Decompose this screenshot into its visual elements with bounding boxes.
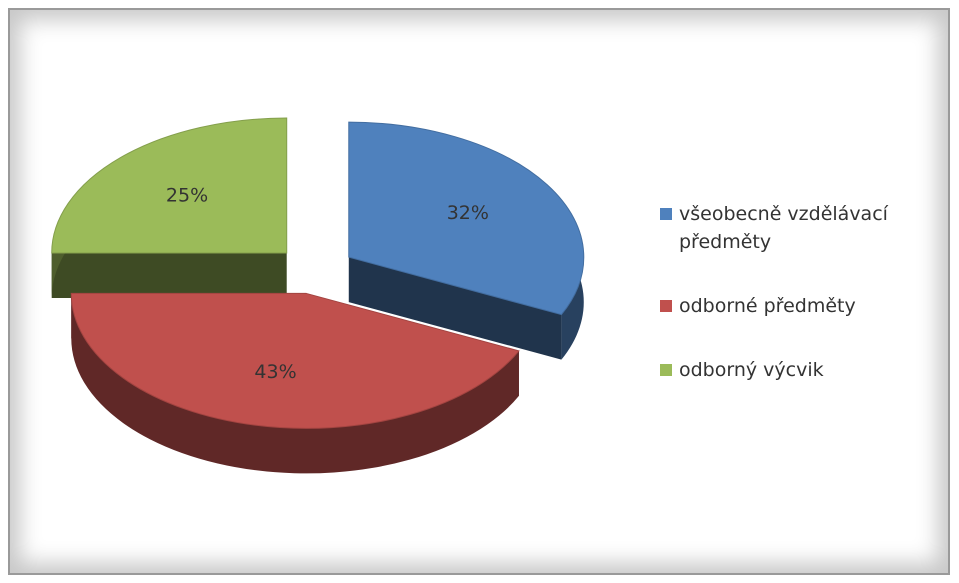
legend-label: odborné předměty — [679, 295, 856, 317]
legend-swatch — [660, 208, 672, 220]
legend-swatch — [660, 300, 672, 312]
pie-slice — [348, 121, 585, 316]
pie-slice — [51, 117, 288, 254]
legend-swatch — [660, 364, 672, 376]
legend-item: odborné předměty — [660, 292, 930, 320]
slice-cut-face — [348, 257, 562, 360]
legend-item: odborný výcvik — [660, 356, 930, 384]
legend-item: všeobecně vzdělávací předměty — [660, 200, 930, 256]
data-label: 32% — [447, 202, 489, 224]
legend-label: odborný výcvik — [679, 359, 824, 381]
legend: všeobecně vzdělávací předměty odborné pře… — [660, 200, 930, 420]
data-label: 25% — [166, 184, 208, 206]
data-label: 43% — [254, 361, 296, 383]
slice-cut-face — [51, 253, 287, 299]
slice-side — [71, 293, 519, 474]
pie-slice — [70, 292, 520, 429]
legend-label: všeobecně vzdělávací předměty — [679, 203, 888, 253]
